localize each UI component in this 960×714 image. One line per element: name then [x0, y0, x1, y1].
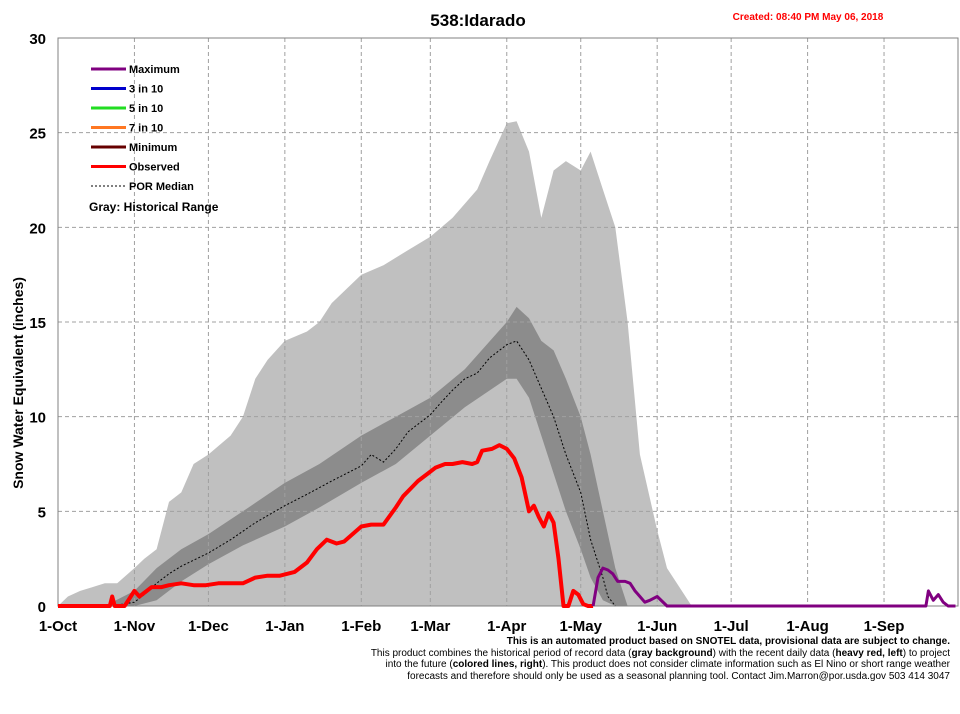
x-tick-label: 1-Jul: [714, 618, 749, 635]
x-tick-label: 1-Jan: [265, 618, 304, 635]
x-tick-label: 1-Apr: [487, 618, 526, 635]
x-tick-label: 1-Jun: [637, 618, 677, 635]
y-tick-label: 10: [29, 410, 46, 427]
x-tick-label: 1-Nov: [114, 618, 156, 635]
legend: Maximum 3 in 10 5 in 10 7 in 10 Minimum Obser…: [89, 64, 219, 214]
legend-note: Gray: Historical Range: [89, 200, 219, 214]
plot-border: [57, 37, 959, 607]
disclaimer-line-2: into the future (colored lines, right). …: [385, 659, 950, 670]
x-tick-label: 1-Feb: [341, 618, 381, 635]
x-tick-label: 1-Sep: [864, 618, 905, 635]
series-line-maximum: [591, 566, 956, 608]
disclaimer-line-3: forecasts and therefore should only be u…: [407, 670, 950, 682]
x-tick-label: 1-May: [559, 618, 602, 635]
legend-label: 3 in 10: [129, 84, 163, 96]
x-tick-label: 1-Dec: [188, 618, 229, 635]
interquartile-band-area: [104, 306, 628, 606]
legend-label: 5 in 10: [129, 103, 163, 115]
disclaimer-line-1: This product combines the historical per…: [370, 647, 950, 659]
legend-label: Observed: [129, 162, 180, 174]
legend-label: Minimum: [129, 142, 177, 154]
y-tick-label: 5: [38, 504, 46, 521]
plot-layer: [57, 37, 959, 608]
created-timestamp: Created: 08:40 PM May 06, 2018: [733, 12, 884, 23]
x-tick-label: 1-Mar: [410, 618, 450, 635]
grid: [57, 37, 958, 607]
y-axis-label: Snow Water Equivalent (inches): [10, 277, 26, 489]
disclaimer-notice: This is an automated product based on SN…: [310, 636, 950, 682]
x-tick-label: 1-Aug: [786, 618, 829, 635]
y-tick-label: 30: [29, 31, 46, 48]
series-line-observed: [58, 443, 594, 608]
y-tick-label: 25: [29, 126, 46, 143]
legend-label: POR Median: [129, 181, 194, 193]
x-tick-label: 1-Oct: [39, 618, 77, 635]
legend-label: Maximum: [129, 64, 180, 76]
y-tick-label: 20: [29, 220, 46, 237]
chart-title: 538:Idarado: [430, 11, 525, 30]
series-line-por-median: [104, 340, 616, 607]
y-tick-label: 0: [38, 599, 46, 616]
legend-label: 7 in 10: [129, 123, 163, 135]
y-tick-label: 15: [29, 315, 46, 332]
disclaimer-heading: This is an automated product based on SN…: [506, 636, 950, 647]
